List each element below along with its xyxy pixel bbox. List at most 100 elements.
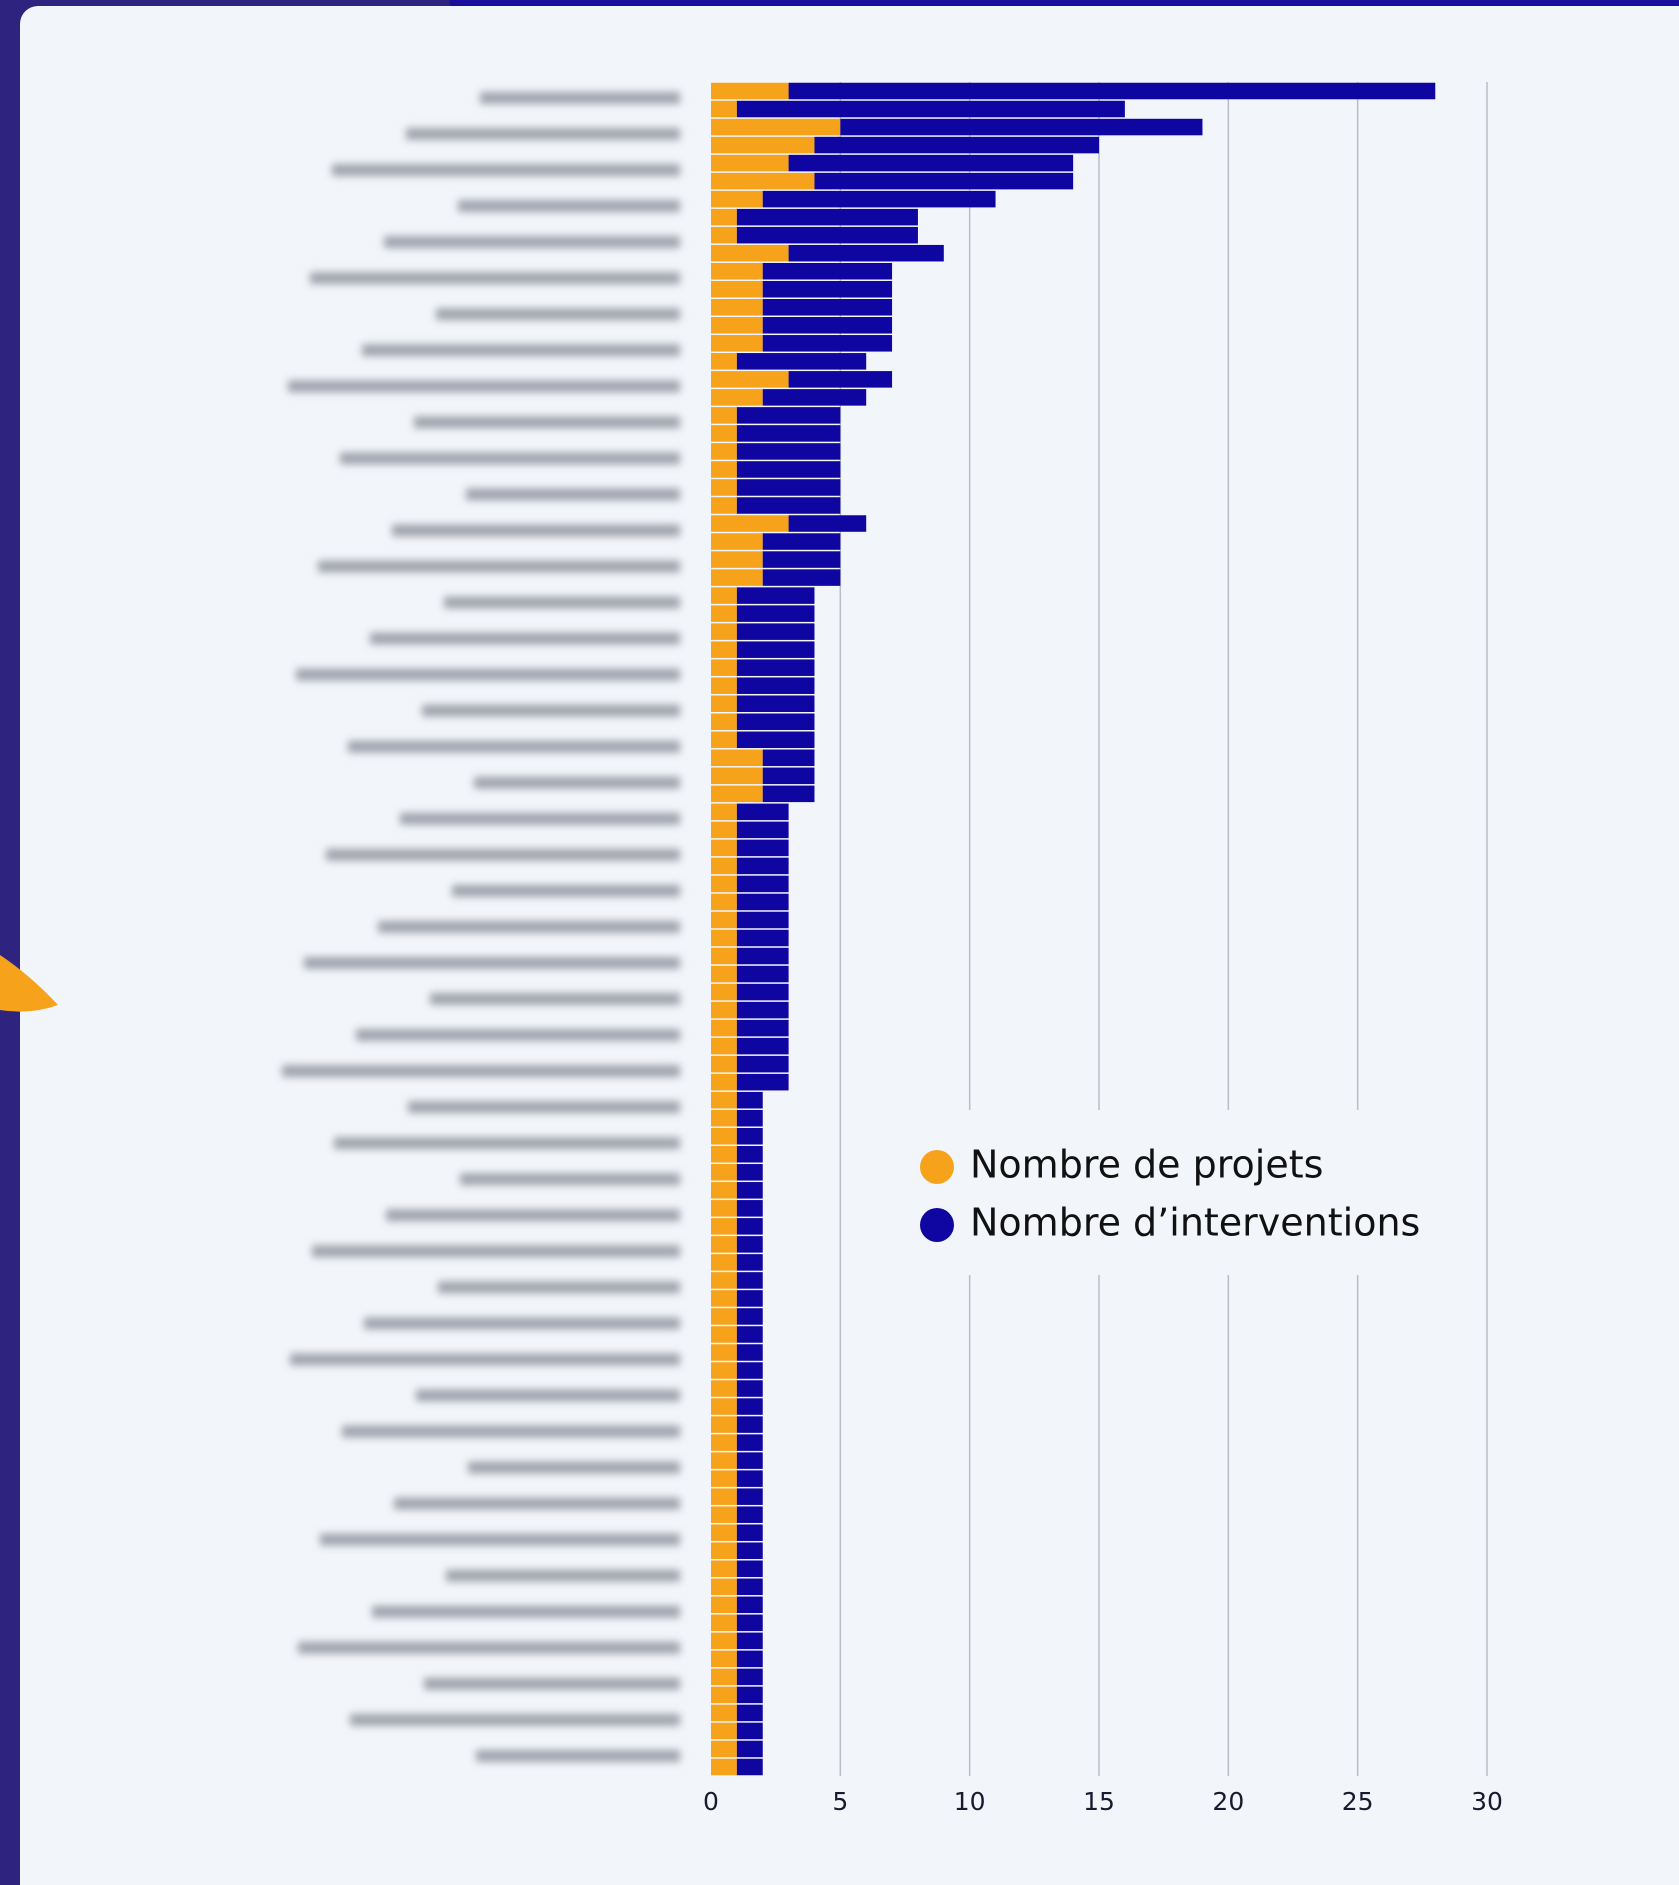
bar-segment [736, 659, 815, 676]
bar-segment [762, 389, 867, 406]
blurred-label [430, 992, 680, 1005]
bar-segment [762, 749, 815, 767]
bar-segment [736, 623, 815, 640]
bar-segment [736, 1272, 763, 1289]
bar-segment [711, 1632, 737, 1650]
bar-segment [736, 1182, 763, 1199]
bar-segment [736, 461, 841, 478]
bar-segment [736, 605, 815, 622]
bar-segment [736, 1758, 763, 1776]
bar-segment [711, 1650, 737, 1668]
bar-segment [711, 136, 815, 154]
bar-segment [736, 965, 789, 983]
bar-segment [736, 1470, 763, 1487]
bar-segment [736, 1398, 763, 1415]
blurred-label [334, 1137, 680, 1150]
bar-segment [788, 82, 1436, 100]
bar-segment [711, 154, 789, 172]
bar-segment [711, 100, 737, 118]
bar-segment [736, 1109, 763, 1127]
bar-segment [711, 1470, 737, 1487]
bar-segment [736, 1236, 763, 1253]
bar-segment [762, 569, 841, 586]
bar-segment [762, 190, 996, 208]
bar-segment [736, 479, 841, 496]
bar-segment [762, 335, 893, 352]
bar-segment [788, 154, 1074, 172]
bar-segment [711, 785, 763, 803]
bar-segment [711, 1146, 737, 1163]
bar-segment [711, 1524, 737, 1541]
card [20, 6, 1679, 1885]
bar-segment [711, 1344, 737, 1361]
bar-segment [736, 226, 918, 244]
bar-segment [711, 280, 763, 298]
bar-segment [711, 1668, 737, 1686]
blurred-label [446, 1569, 680, 1582]
blurred-label [458, 200, 680, 213]
bar-segment [711, 1362, 737, 1379]
blurred-label [444, 596, 680, 609]
bar-segment [711, 569, 763, 586]
bar-segment [711, 1452, 737, 1469]
bar-segment [711, 1596, 737, 1614]
bar-segment [711, 1542, 737, 1559]
bar-segment [711, 389, 763, 406]
bar-segment [736, 1542, 763, 1559]
bar-segment [711, 839, 737, 857]
blurred-label [370, 632, 680, 645]
blurred-label [460, 1173, 680, 1186]
bar-segment [711, 929, 737, 947]
bar-segment [736, 641, 815, 658]
bar-segment [736, 1704, 763, 1722]
blurred-label [394, 1497, 680, 1510]
blurred-label [416, 1389, 680, 1402]
bar-segment [736, 1146, 763, 1163]
bar-segment [736, 713, 815, 731]
bar-segment [788, 244, 944, 262]
bar-segment [788, 515, 867, 532]
bar-segment [711, 425, 737, 442]
bar-segment [711, 226, 737, 244]
legend-bg [900, 1110, 1460, 1275]
bar-segment [711, 875, 737, 893]
bar-segment [711, 1073, 737, 1091]
decor-blob [0, 955, 58, 1012]
bar-segment [711, 1272, 737, 1289]
legend-label: Nombre d’interventions [970, 1201, 1420, 1245]
blurred-label [340, 452, 680, 465]
bar-segment [711, 1758, 737, 1776]
bar-segment [711, 1614, 737, 1632]
bar-segment [711, 911, 737, 929]
blurred-label [320, 1533, 680, 1546]
bar-segment [711, 605, 737, 622]
bar-segment [736, 1001, 789, 1019]
bar-segment [736, 1200, 763, 1217]
bar-segment [711, 713, 737, 731]
bar-segment [736, 839, 789, 857]
bar-segment [736, 1254, 763, 1271]
blurred-label [304, 956, 680, 969]
bar-segment [814, 172, 1074, 190]
bar-segment [736, 1362, 763, 1379]
bar-segment [736, 1164, 763, 1181]
bar-segment [711, 857, 737, 875]
bar-segment [736, 1632, 763, 1650]
bar-segment [711, 407, 737, 424]
x-tick-label: 15 [1083, 1787, 1115, 1816]
bar-segment [711, 731, 737, 749]
bar-segment [736, 1722, 763, 1740]
bar-segment [736, 1524, 763, 1541]
bar-segment [711, 1182, 737, 1199]
bar-segment [711, 1434, 737, 1451]
legend-swatch [920, 1150, 954, 1184]
bar-segment [736, 425, 841, 442]
blurred-label [480, 91, 680, 104]
bar-segment [736, 1073, 789, 1091]
bar-segment [711, 172, 815, 190]
bar-segment [736, 1596, 763, 1614]
bar-segment [711, 1218, 737, 1235]
bar-segment [736, 1686, 763, 1704]
bar-segment [711, 659, 737, 676]
